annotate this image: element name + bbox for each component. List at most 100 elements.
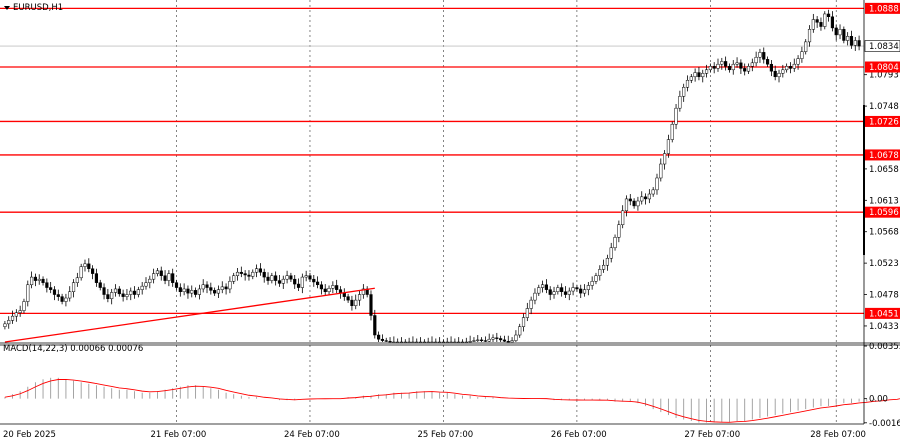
level-label: 1.0596	[869, 208, 899, 218]
candle-bull	[556, 287, 560, 292]
candle-bear	[186, 288, 190, 294]
candle-bull	[754, 56, 758, 64]
y-tick-label: 1.0478	[869, 291, 899, 301]
candle-bull	[541, 284, 545, 288]
candle-bull	[140, 285, 144, 290]
candle-bull	[663, 153, 667, 165]
candle-bear	[544, 284, 548, 290]
candle-bull	[518, 326, 522, 336]
candle-bull	[144, 282, 148, 287]
candle-bear	[258, 268, 262, 273]
candle-bull	[354, 299, 358, 306]
candle-bear	[773, 70, 777, 78]
candle-bear	[643, 196, 648, 200]
candle-bull	[704, 69, 709, 74]
candle-bull	[327, 288, 331, 292]
candle-bear	[548, 289, 552, 295]
candle-bull	[64, 297, 68, 302]
candle-bear	[502, 339, 507, 342]
y-tick-label: 1.0793	[869, 71, 899, 81]
candle-bull	[472, 340, 476, 342]
candle-bull	[838, 29, 842, 36]
candle-bull	[18, 310, 22, 313]
candle-bull	[3, 323, 7, 327]
chart-menu-icon[interactable]	[4, 6, 10, 10]
macd-y-tick-label: 0.00353	[869, 342, 900, 352]
candle-bear	[209, 287, 213, 291]
macd-signal-line	[4, 378, 900, 423]
candle-bear	[495, 337, 499, 339]
candle-bear	[727, 66, 732, 71]
x-tick-label: 26 Feb 07:00	[551, 430, 607, 440]
candle-bull	[75, 277, 79, 283]
candle-bull	[682, 86, 686, 97]
candle-bull	[537, 287, 541, 294]
candle-bull	[220, 286, 224, 290]
candle-bear	[373, 315, 377, 336]
candle-bear	[857, 40, 861, 47]
candle-bear	[342, 292, 346, 297]
candle-bull	[357, 294, 362, 301]
candle-bull	[7, 320, 11, 325]
y-tick-label: 1.0748	[869, 102, 899, 112]
candle-bull	[491, 337, 495, 340]
macd-y-tick-label: 0.00	[869, 395, 888, 405]
candle-bear	[121, 293, 125, 297]
candle-bull	[792, 63, 796, 69]
trendline[interactable]	[4, 287, 375, 343]
candle-bear	[213, 290, 217, 294]
candle-bull	[678, 96, 682, 109]
candle-bear	[739, 62, 743, 69]
candle-bear	[765, 59, 770, 65]
candle-bull	[270, 275, 274, 281]
y-tick-label: 1.0613	[869, 196, 899, 206]
candle-bear	[384, 340, 388, 342]
candle-bear	[506, 341, 510, 343]
candle-bear	[106, 294, 110, 299]
candle-bear	[319, 284, 323, 290]
candle-bear	[94, 273, 99, 283]
candle-bull	[197, 288, 201, 295]
macd-group	[4, 377, 900, 423]
x-tick-label: 25 Feb 07:00	[417, 430, 473, 440]
y-tick-label: 1.0523	[869, 259, 899, 269]
candle-bear	[499, 338, 503, 341]
candle-bull	[26, 284, 30, 302]
candle-bull	[22, 301, 26, 311]
y-tick-label: 1.0568	[869, 228, 899, 238]
candle-bear	[296, 283, 301, 288]
candle-bear	[312, 278, 316, 283]
candle-bull	[361, 288, 365, 295]
candle-bear	[178, 287, 182, 292]
candle-bear	[239, 271, 243, 274]
current-price-label: 1.0834	[869, 42, 899, 52]
candle-bear	[788, 66, 793, 69]
candle-bear	[274, 275, 278, 281]
candle-bull	[110, 292, 114, 299]
candle-bull	[152, 273, 156, 280]
candle-bear	[842, 29, 846, 41]
candle-bear	[632, 200, 636, 207]
candle-bull	[598, 269, 602, 276]
candle-bull	[228, 281, 232, 290]
time-axis: 20 Feb 2025 21 Feb 07:00 24 Feb 07:00 25 Fe…	[3, 430, 866, 440]
candle-bull	[136, 289, 140, 295]
x-tick-label: 24 Feb 07:00	[284, 430, 340, 440]
candle-bear	[262, 271, 266, 278]
candle-bull	[785, 66, 789, 71]
candle-bull	[735, 62, 739, 65]
candle-bear	[98, 282, 102, 288]
candle-bull	[129, 290, 133, 295]
candle-bull	[525, 308, 529, 318]
candle-bear	[33, 276, 37, 281]
candle-bull	[529, 299, 533, 309]
candle-bull	[487, 338, 491, 342]
candle-bull	[720, 61, 724, 65]
candle-bear	[289, 275, 293, 280]
candle-bull	[37, 278, 41, 281]
x-tick-label: 27 Feb 07:00	[684, 430, 740, 440]
candle-bull	[605, 257, 609, 266]
candle-bear	[483, 340, 487, 342]
